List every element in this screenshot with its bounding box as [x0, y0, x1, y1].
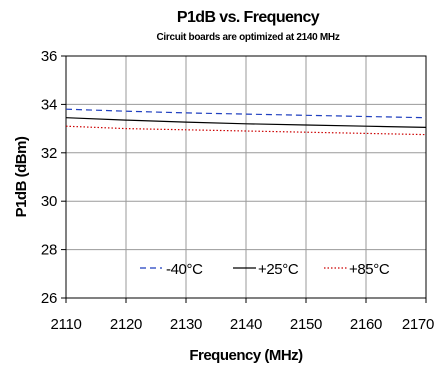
y-tick-label: 36	[41, 48, 57, 65]
x-tick-label: 2170	[402, 316, 434, 333]
y-tick-label: 30	[41, 193, 57, 210]
x-axis-title: Frequency (MHz)	[189, 347, 303, 364]
y-axis-ticks: 26 28 30 32 34 36	[41, 48, 66, 307]
y-tick-label: 26	[41, 290, 57, 307]
x-tick-label: 2130	[170, 316, 202, 333]
series-lines	[65, 108, 427, 136]
series-line-2	[65, 125, 427, 136]
x-tick-label: 2110	[50, 316, 81, 333]
chart-subtitle: Circuit boards are optimized at 2140 MHz	[156, 32, 339, 43]
y-tick-label: 32	[41, 145, 57, 162]
chart-title: P1dB vs. Frequency	[177, 9, 320, 26]
y-axis-title: P1dB (dBm)	[13, 136, 30, 217]
y-tick-label: 34	[41, 96, 57, 113]
legend-label-1: +25°C	[258, 261, 299, 278]
series-line-0	[65, 108, 427, 119]
x-tick-label: 2160	[350, 316, 382, 333]
legend-label-2: +85°C	[349, 261, 390, 278]
x-tick-label: 2120	[110, 316, 142, 333]
x-tick-label: 2150	[290, 316, 322, 333]
legend: -40°C +25°C +85°C	[140, 261, 390, 278]
x-tick-label: 2140	[230, 316, 262, 333]
series-line-1	[65, 117, 427, 128]
y-tick-label: 28	[41, 242, 57, 259]
x-axis-ticks: 2110 2120 2130 2140 2150 2160 2170	[50, 298, 434, 333]
legend-label-0: -40°C	[166, 261, 203, 278]
